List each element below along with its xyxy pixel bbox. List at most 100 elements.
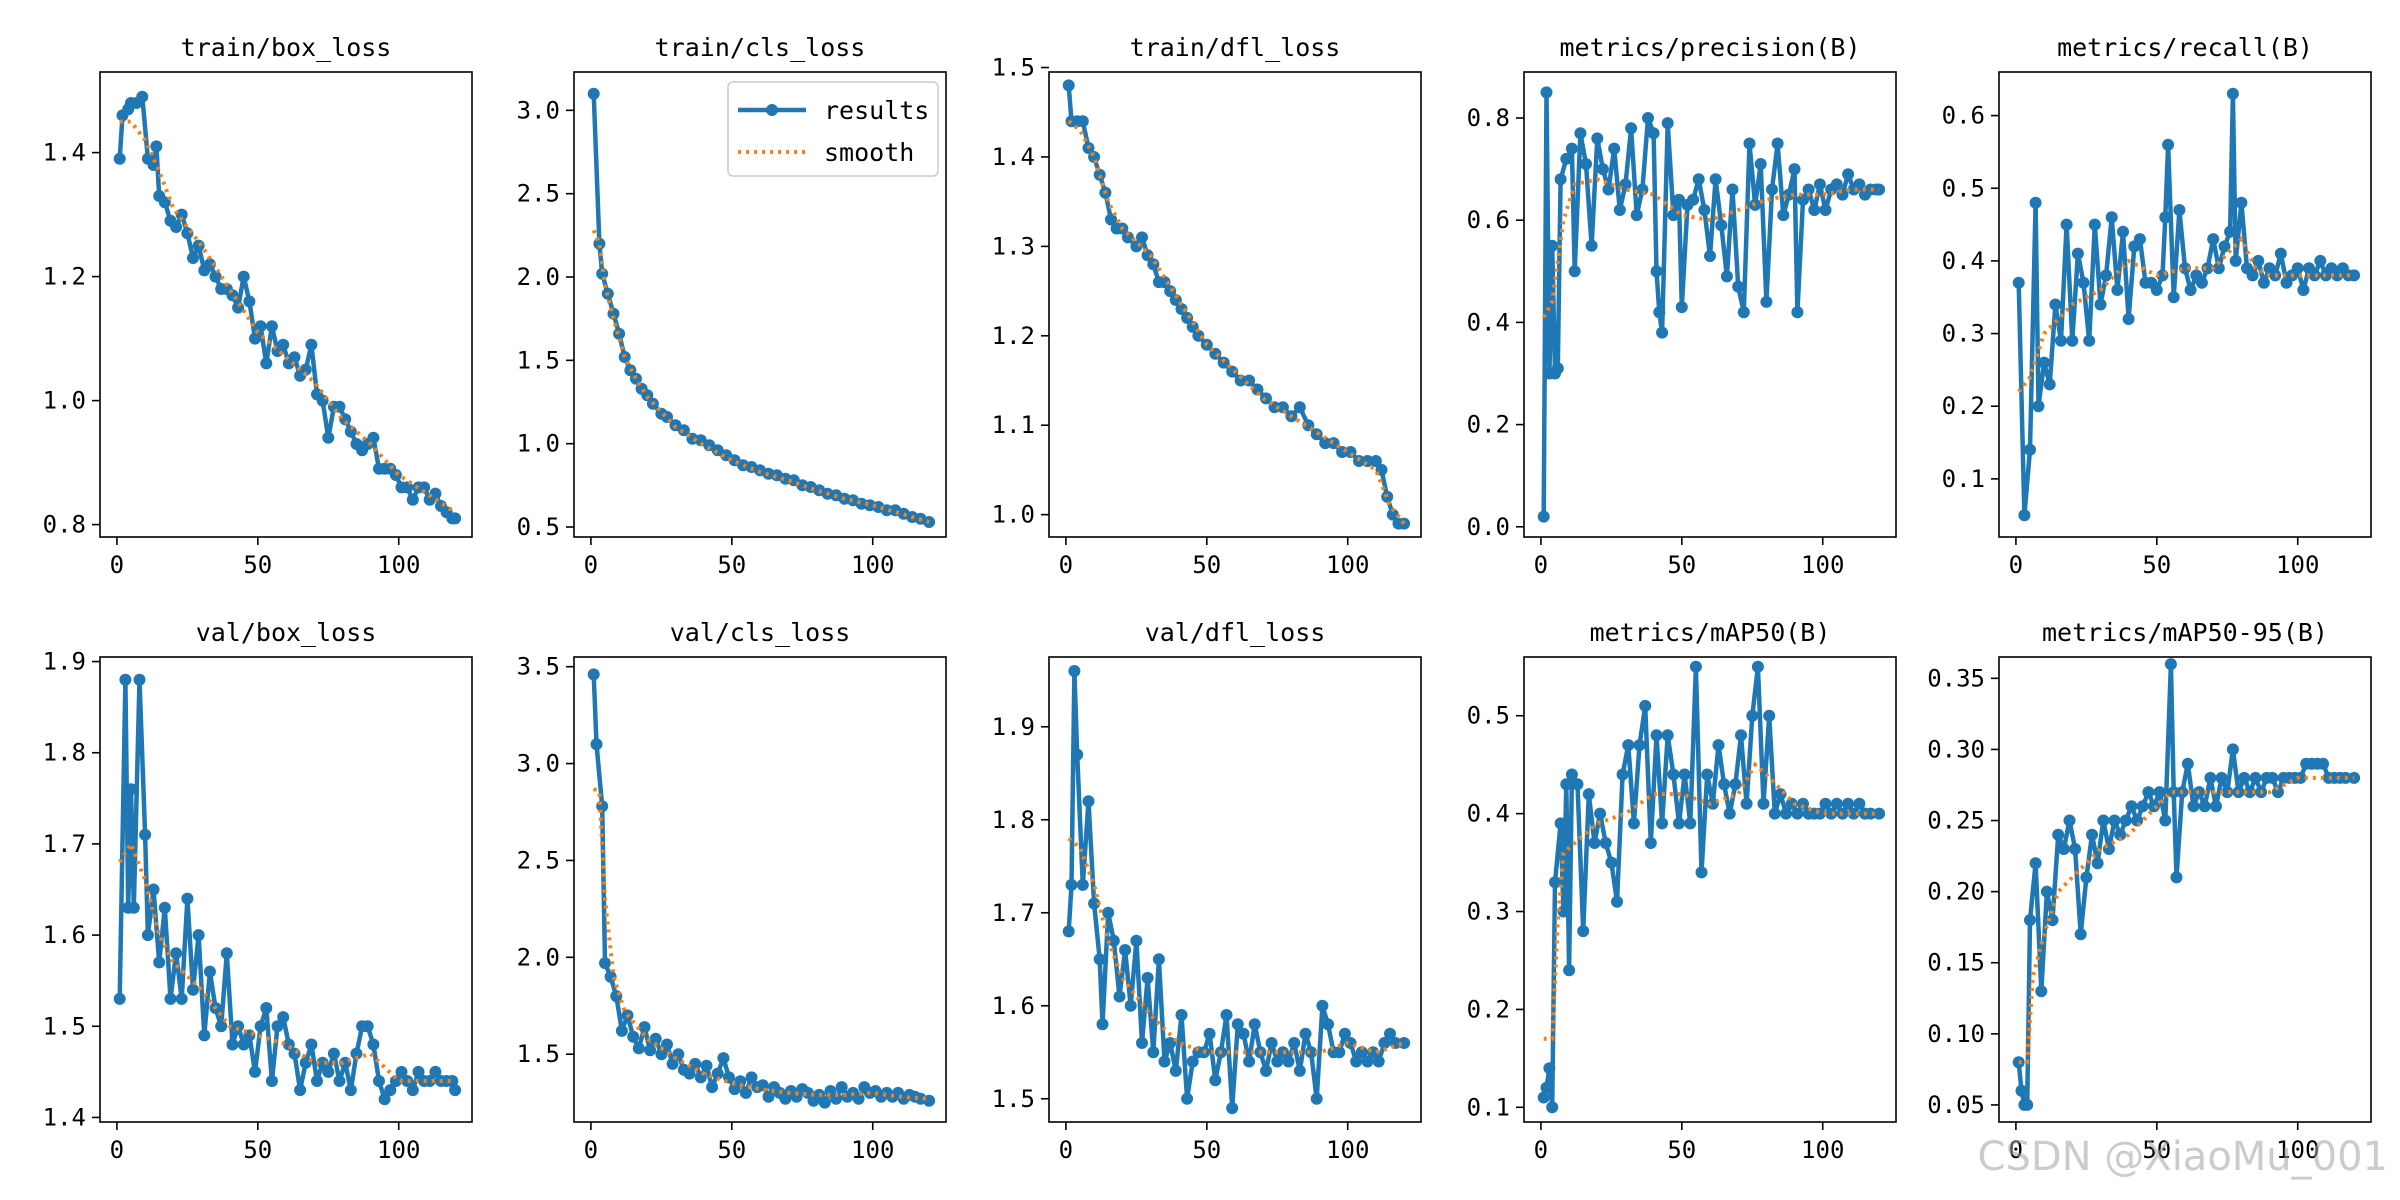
smooth-line bbox=[119, 119, 457, 514]
results-point bbox=[1673, 817, 1685, 830]
results-point bbox=[327, 1047, 340, 1060]
results-point bbox=[1276, 1046, 1289, 1059]
y-tick-label: 0.1 bbox=[1942, 465, 1985, 493]
y-tick-label: 2.0 bbox=[517, 943, 560, 971]
results-point bbox=[1546, 1101, 1559, 1114]
results-line bbox=[1066, 85, 1405, 526]
subplot-5: metrics/recall(B) 0 50 100 0.1 0.2 0.3 0.4 0.5 0.… bbox=[1942, 33, 2372, 579]
results-point bbox=[449, 1084, 462, 1097]
results-point bbox=[1594, 807, 1607, 820]
y-tick-label: 0.25 bbox=[1927, 807, 1985, 835]
x-tick-label: 0 bbox=[110, 1136, 124, 1164]
results-point bbox=[2046, 914, 2059, 927]
results-point bbox=[1585, 239, 1598, 252]
results-point bbox=[1327, 437, 1340, 450]
y-tick-label: 3.5 bbox=[517, 653, 560, 681]
y-tick-label: 0.2 bbox=[1467, 411, 1510, 439]
results-point bbox=[367, 1038, 380, 1051]
x-tick-label: 50 bbox=[243, 1136, 272, 1164]
results-point bbox=[203, 965, 216, 978]
results-point bbox=[384, 1084, 397, 1097]
results-point bbox=[311, 1075, 323, 1087]
results-point bbox=[2066, 334, 2079, 347]
results-point bbox=[1243, 374, 1256, 387]
y-tick-label: 0.5 bbox=[1467, 702, 1510, 730]
results-point bbox=[1726, 183, 1739, 196]
results-point bbox=[2012, 276, 2025, 289]
results-point bbox=[1102, 906, 1115, 919]
results-point bbox=[1616, 768, 1629, 781]
results-point bbox=[1288, 1037, 1301, 1049]
results-point bbox=[2105, 211, 2118, 224]
results-point bbox=[423, 1075, 436, 1087]
results-point bbox=[1181, 1092, 1194, 1105]
results-point bbox=[1627, 817, 1640, 830]
results-point bbox=[649, 1032, 662, 1045]
results-point bbox=[1591, 132, 1604, 145]
results-point bbox=[2117, 225, 2129, 238]
subplot-6: val/box_loss 0 50 100 1.4 1.5 1.6 1.7 1.8 1.9 bbox=[43, 618, 473, 1164]
results-point bbox=[1608, 142, 1621, 155]
y-tick-label: 1.4 bbox=[992, 143, 1035, 171]
results-point bbox=[2249, 771, 2262, 784]
smooth-line bbox=[592, 787, 930, 1101]
y-tick-label: 1.0 bbox=[43, 387, 86, 415]
results-line bbox=[2016, 91, 2355, 518]
results-point bbox=[1076, 878, 1089, 891]
results-point bbox=[1599, 837, 1612, 849]
results-point bbox=[1712, 739, 1725, 752]
results-point bbox=[2308, 269, 2321, 282]
results-point bbox=[1251, 383, 1264, 396]
results-point bbox=[1791, 306, 1804, 319]
results-point bbox=[1751, 660, 1764, 673]
results-point bbox=[133, 673, 146, 686]
results-point bbox=[1667, 768, 1680, 781]
results-point bbox=[187, 983, 199, 996]
results-line bbox=[1541, 90, 1880, 517]
results-point bbox=[237, 270, 250, 283]
results-point bbox=[2136, 800, 2149, 813]
results-point bbox=[1853, 178, 1866, 191]
results-point bbox=[192, 239, 205, 252]
results-point bbox=[1565, 768, 1578, 781]
results-point bbox=[1361, 1055, 1374, 1068]
results-point bbox=[1338, 1027, 1351, 1040]
results-point bbox=[1704, 250, 1716, 262]
results-line bbox=[1541, 664, 1880, 1110]
y-tick-label: 0.6 bbox=[1942, 102, 1985, 130]
results-point bbox=[119, 673, 132, 686]
results-point bbox=[2119, 814, 2132, 827]
results-point bbox=[1113, 990, 1126, 1003]
results-point bbox=[1076, 115, 1089, 128]
results-point bbox=[2229, 254, 2242, 267]
results-point bbox=[2184, 284, 2197, 296]
results-point bbox=[1226, 1102, 1239, 1115]
results-point bbox=[299, 1056, 312, 1069]
results-point bbox=[2159, 814, 2172, 827]
results-point bbox=[2187, 800, 2200, 813]
results-point bbox=[1350, 1055, 1363, 1068]
results-point bbox=[249, 1065, 261, 1078]
results-point bbox=[1656, 817, 1669, 830]
results-point bbox=[1661, 117, 1674, 130]
results-point bbox=[1147, 258, 1160, 271]
x-tick-label: 100 bbox=[2276, 551, 2319, 579]
x-tick-label: 0 bbox=[2009, 551, 2023, 579]
results-point bbox=[2204, 771, 2217, 784]
results-point bbox=[1853, 797, 1866, 810]
x-tick-label: 100 bbox=[377, 551, 420, 579]
subplot-title: train/box_loss bbox=[181, 33, 392, 62]
results-point bbox=[1305, 1046, 1318, 1059]
results-point bbox=[1344, 446, 1357, 458]
results-point bbox=[1780, 807, 1793, 820]
results-point bbox=[2055, 334, 2067, 347]
results-point bbox=[2038, 356, 2051, 369]
y-tick-label: 0.8 bbox=[1467, 104, 1510, 132]
results-point bbox=[2024, 443, 2036, 456]
subplot-title: train/cls_loss bbox=[655, 33, 866, 62]
results-point bbox=[141, 929, 154, 942]
results-point bbox=[2108, 814, 2121, 827]
results-point bbox=[604, 970, 617, 983]
results-point bbox=[2198, 800, 2211, 813]
results-point bbox=[1771, 137, 1784, 150]
